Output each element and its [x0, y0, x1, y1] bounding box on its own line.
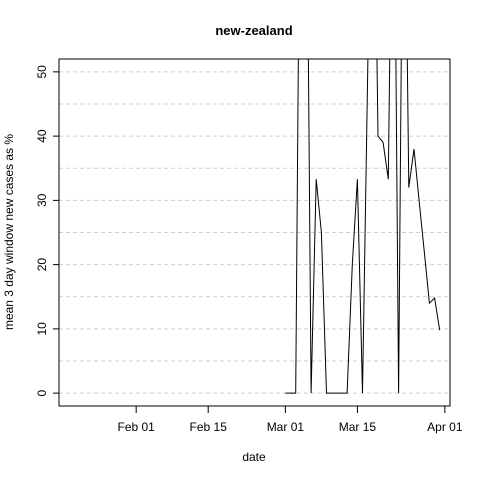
y-axis-label: mean 3 day window new cases as % — [2, 134, 16, 330]
x-tick-label: Feb 15 — [190, 420, 228, 434]
y-tick-label: 20 — [35, 258, 49, 272]
y-tick-label: 30 — [35, 193, 49, 207]
x-tick-label: Mar 01 — [267, 420, 305, 434]
y-tick-label: 50 — [35, 65, 49, 79]
x-tick-label: Feb 01 — [117, 420, 155, 434]
y-axis: 0 10 20 30 40 50 — [35, 65, 59, 396]
series-line — [285, 59, 441, 394]
x-tick-label: Apr 01 — [427, 420, 463, 434]
y-tick-label: 0 — [35, 389, 49, 396]
y-tick-label: 40 — [35, 129, 49, 143]
y-tick-label: 10 — [35, 322, 49, 336]
x-tick-label: Mar 15 — [339, 420, 377, 434]
chart-title: new-zealand — [215, 23, 292, 38]
x-axis: Feb 01 Feb 15 Mar 01 Mar 15 Apr 01 — [117, 405, 463, 434]
grid-lines — [59, 71, 450, 394]
x-axis-label: date — [242, 450, 266, 464]
